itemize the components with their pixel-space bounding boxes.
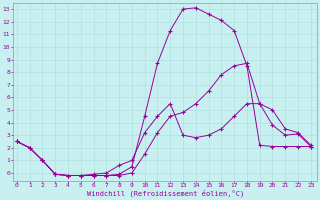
X-axis label: Windchill (Refroidissement éolien,°C): Windchill (Refroidissement éolien,°C) [86, 190, 244, 197]
